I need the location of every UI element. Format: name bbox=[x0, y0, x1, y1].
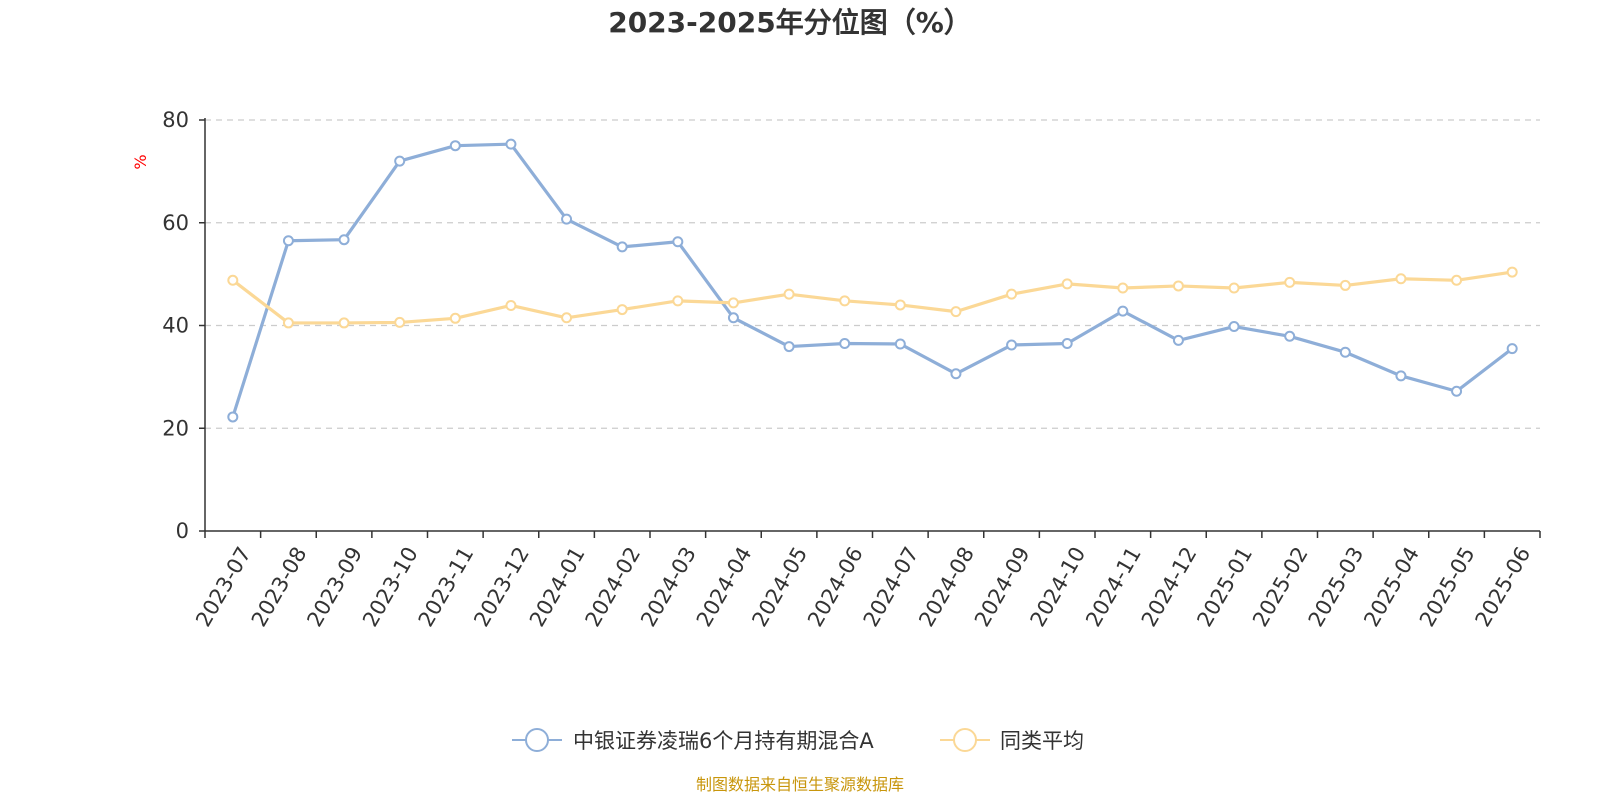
axes bbox=[204, 118, 1540, 532]
data-point[interactable] bbox=[1061, 278, 1073, 290]
y-axis-ticks: 0 20 40 60 80 bbox=[162, 108, 205, 543]
data-point[interactable] bbox=[1006, 339, 1018, 351]
series-1 bbox=[227, 138, 1518, 423]
data-point[interactable] bbox=[672, 295, 684, 307]
data-point[interactable] bbox=[227, 274, 239, 286]
x-tick-label: 2025-05 bbox=[1415, 543, 1480, 631]
data-point[interactable] bbox=[616, 241, 628, 253]
chart-title: 2023-2025年分位图（%） bbox=[608, 6, 972, 39]
x-tick-label: 2024-01 bbox=[525, 543, 590, 631]
data-point[interactable] bbox=[950, 306, 962, 318]
grid-lines bbox=[205, 119, 1540, 429]
y-tick-label: 60 bbox=[162, 211, 189, 235]
x-tick-label: 2025-03 bbox=[1304, 543, 1369, 631]
data-point[interactable] bbox=[783, 341, 795, 353]
data-point[interactable] bbox=[727, 312, 739, 324]
data-point[interactable] bbox=[394, 155, 406, 167]
data-point[interactable] bbox=[449, 312, 461, 324]
source-note: 制图数据来自恒生聚源数据库 bbox=[696, 775, 904, 794]
data-point[interactable] bbox=[727, 297, 739, 309]
x-tick-label: 2024-10 bbox=[1026, 543, 1091, 631]
y-tick-label: 20 bbox=[162, 416, 189, 440]
data-point[interactable] bbox=[1339, 279, 1351, 291]
data-point[interactable] bbox=[1339, 346, 1351, 358]
legend-label: 中银证券凌瑞6个月持有期混合A bbox=[573, 729, 874, 753]
data-point[interactable] bbox=[1395, 273, 1407, 285]
data-point[interactable] bbox=[1506, 343, 1518, 355]
data-point[interactable] bbox=[227, 411, 239, 423]
data-point[interactable] bbox=[1284, 276, 1296, 288]
x-tick-label: 2023-12 bbox=[469, 543, 534, 631]
x-tick-label: 2024-09 bbox=[970, 543, 1035, 631]
y-tick-label: 40 bbox=[162, 314, 189, 338]
data-point[interactable] bbox=[394, 316, 406, 328]
x-tick-label: 2024-06 bbox=[803, 543, 868, 631]
x-tick-label: 2024-12 bbox=[1137, 543, 1202, 631]
x-tick-label: 2025-06 bbox=[1471, 543, 1536, 631]
data-point[interactable] bbox=[561, 312, 573, 324]
x-tick-label: 2023-10 bbox=[358, 543, 423, 631]
data-point[interactable] bbox=[839, 337, 851, 349]
x-tick-label: 2024-07 bbox=[859, 543, 924, 631]
legend-item-2[interactable]: 同类平均 bbox=[940, 728, 1084, 753]
data-point[interactable] bbox=[338, 317, 350, 329]
data-point[interactable] bbox=[282, 317, 294, 329]
data-point[interactable] bbox=[505, 138, 517, 150]
x-tick-label: 2024-02 bbox=[581, 543, 646, 631]
data-point[interactable] bbox=[1228, 321, 1240, 333]
legend-label: 同类平均 bbox=[1000, 729, 1084, 753]
x-tick-label: 2024-05 bbox=[747, 543, 812, 631]
data-point[interactable] bbox=[1172, 334, 1184, 346]
data-point[interactable] bbox=[1061, 337, 1073, 349]
legend-marker bbox=[953, 728, 977, 752]
x-tick-label: 2025-04 bbox=[1359, 543, 1424, 631]
x-tick-label: 2025-02 bbox=[1248, 543, 1313, 631]
data-point[interactable] bbox=[1451, 385, 1463, 397]
data-point[interactable] bbox=[894, 299, 906, 311]
series-line-2 bbox=[231, 270, 1513, 325]
series-2 bbox=[227, 266, 1518, 329]
x-axis-ticks: 2023-072023-082023-092023-102023-112023-… bbox=[191, 531, 1541, 631]
y-axis-label: % bbox=[131, 154, 150, 169]
data-point[interactable] bbox=[505, 299, 517, 311]
x-tick-label: 2025-01 bbox=[1192, 543, 1257, 631]
data-point[interactable] bbox=[950, 368, 962, 380]
legend-marker bbox=[525, 728, 549, 752]
series-line-1 bbox=[231, 142, 1514, 418]
data-point[interactable] bbox=[1172, 280, 1184, 292]
data-point[interactable] bbox=[1006, 288, 1018, 300]
x-tick-label: 2024-04 bbox=[692, 543, 757, 631]
x-tick-label: 2023-09 bbox=[302, 543, 367, 631]
data-point[interactable] bbox=[449, 140, 461, 152]
data-point[interactable] bbox=[1451, 274, 1463, 286]
data-point[interactable] bbox=[1117, 305, 1129, 317]
x-tick-label: 2023-11 bbox=[414, 543, 479, 631]
x-tick-label: 2023-08 bbox=[247, 543, 312, 631]
data-point[interactable] bbox=[1228, 282, 1240, 294]
x-tick-label: 2023-07 bbox=[191, 543, 256, 631]
y-tick-label: 80 bbox=[162, 108, 189, 132]
data-point[interactable] bbox=[1117, 282, 1129, 294]
legend-item-1[interactable]: 中银证券凌瑞6个月持有期混合A bbox=[512, 728, 874, 753]
data-point[interactable] bbox=[1395, 370, 1407, 382]
y-tick-label: 0 bbox=[176, 519, 189, 543]
data-point[interactable] bbox=[1284, 330, 1296, 342]
x-tick-label: 2024-03 bbox=[636, 543, 701, 631]
x-tick-label: 2024-11 bbox=[1081, 543, 1146, 631]
data-point[interactable] bbox=[338, 234, 350, 246]
data-point[interactable] bbox=[561, 213, 573, 225]
data-point[interactable] bbox=[672, 236, 684, 248]
series-layer bbox=[227, 138, 1518, 423]
data-point[interactable] bbox=[1506, 266, 1518, 278]
data-point[interactable] bbox=[783, 288, 795, 300]
x-tick-label: 2024-08 bbox=[914, 543, 979, 631]
data-point[interactable] bbox=[282, 235, 294, 247]
data-point[interactable] bbox=[894, 338, 906, 350]
legend[interactable]: 中银证券凌瑞6个月持有期混合A 同类平均 bbox=[512, 728, 1084, 753]
data-point[interactable] bbox=[839, 295, 851, 307]
data-point[interactable] bbox=[616, 304, 628, 316]
